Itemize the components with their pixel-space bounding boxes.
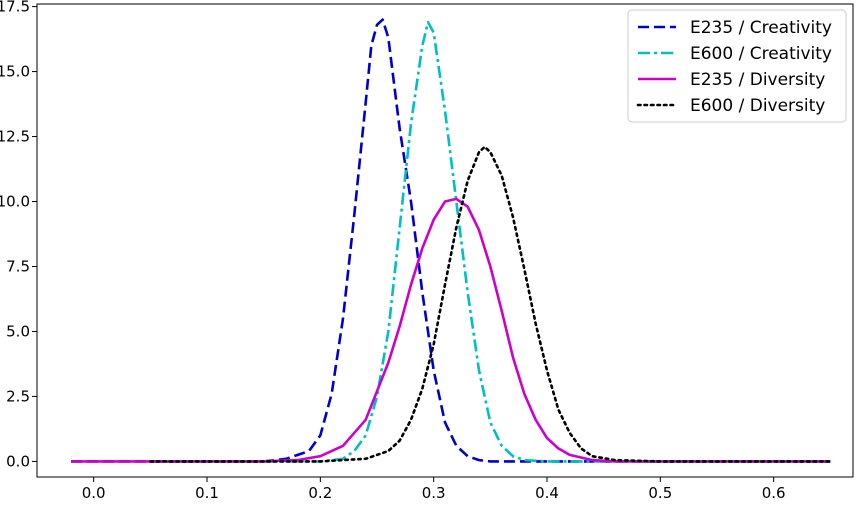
- y-tick-label: 15.0: [0, 63, 30, 81]
- series-line-1: [71, 18, 831, 463]
- legend-label-2: E600 / Creativity: [690, 44, 832, 64]
- y-tick-label: 2.5: [6, 387, 30, 405]
- legend-label-4: E600 / Diversity: [690, 96, 825, 116]
- y-tick-label: 17.5: [0, 0, 30, 16]
- x-tick-label: 0.2: [308, 484, 332, 502]
- legend-box: [627, 9, 847, 123]
- x-tick-label: 0.1: [195, 484, 219, 502]
- legend: E235 / Creativity E600 / Creativity E235 /…: [627, 9, 847, 123]
- legend-label-1: E235 / Creativity: [690, 18, 832, 38]
- x-tick-label: 0.3: [422, 484, 446, 502]
- axes-frame: [36, 3, 854, 478]
- y-tick-label: 5.0: [6, 322, 30, 340]
- y-tick-label: 7.5: [6, 257, 30, 275]
- y-tick-label: 10.0: [0, 193, 30, 211]
- series-line-4: [149, 145, 832, 463]
- x-tick-label: 0.6: [762, 484, 786, 502]
- series-line-2: [150, 20, 831, 463]
- x-tick-label: 0.4: [535, 484, 559, 502]
- y-tick-label: 0.0: [6, 452, 30, 470]
- x-tick-label: 0.5: [648, 484, 672, 502]
- series-line-3: [71, 197, 831, 463]
- legend-label-3: E235 / Diversity: [690, 70, 825, 90]
- series-group: [71, 18, 832, 463]
- x-tick-label: 0.0: [82, 484, 106, 502]
- y-tick-label: 12.5: [0, 128, 30, 146]
